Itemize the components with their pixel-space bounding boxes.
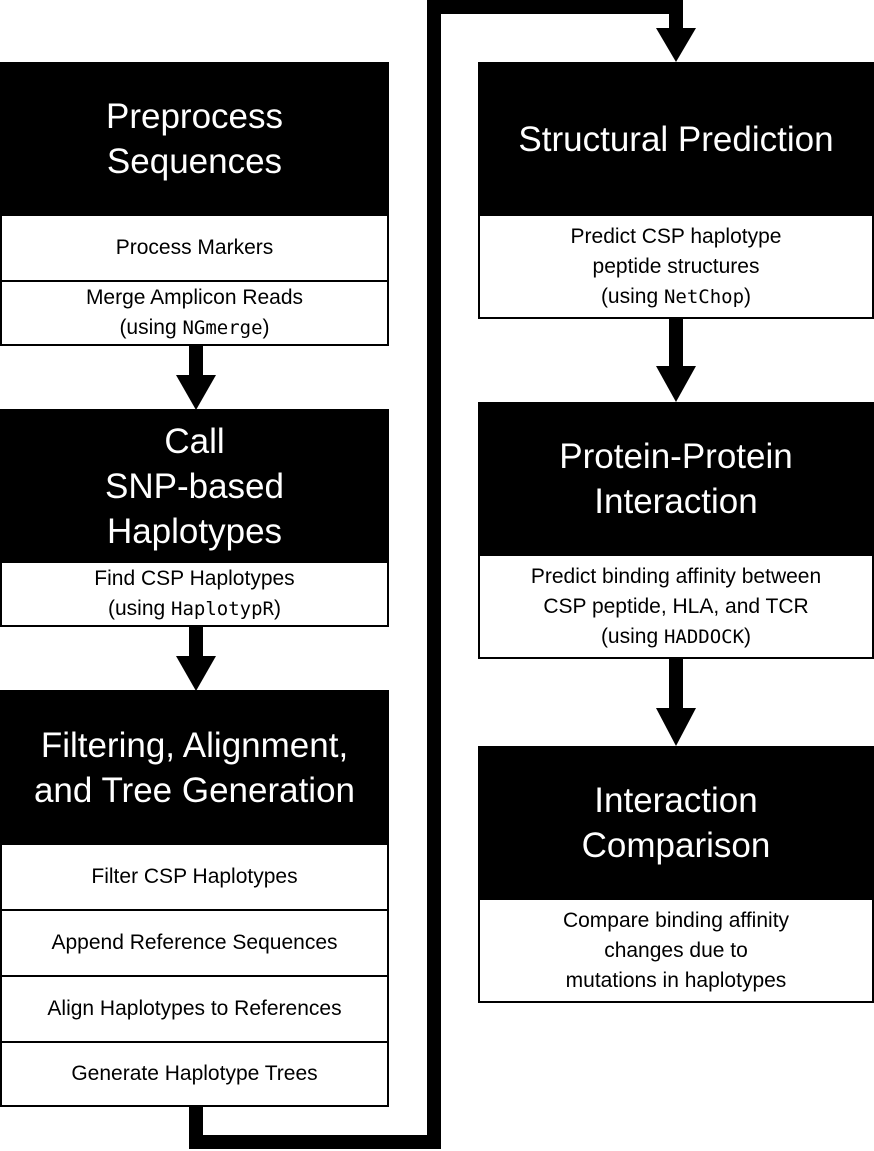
step-text: Process Markers	[115, 236, 274, 259]
structural-title: Structural Prediction	[480, 64, 872, 214]
preprocess-block: Preprocess Sequences Process Markers Mer…	[0, 62, 389, 346]
title-line: Structural Prediction	[518, 119, 834, 159]
tool-line: (using NGmerge)	[119, 316, 270, 339]
title-line: SNP-based	[105, 466, 284, 506]
title-line: Interaction	[594, 781, 758, 820]
tool-name: HADDOCK	[663, 625, 745, 648]
step-text: Filter CSP Haplotypes	[91, 865, 298, 888]
title-line: Preprocess	[105, 97, 284, 136]
title-line: and Tree Generation	[33, 770, 356, 810]
arrow-head-to-structural	[656, 28, 696, 62]
title-line: Interaction	[594, 482, 758, 521]
ppi-block: Protein-Protein Interaction Predict bind…	[478, 402, 874, 659]
step-text: mutations in haplotypes	[565, 968, 787, 992]
arrow-head-to-filtering	[176, 656, 216, 691]
step-align-haplotypes: Align Haplotypes to References	[2, 975, 387, 1041]
step-predict-binding-affinity: Predict binding affinity between CSP pep…	[480, 554, 872, 657]
tool-line: (using NetChop)	[600, 284, 752, 308]
step-process-markers: Process Markers	[2, 214, 387, 280]
arrow-shaft	[189, 626, 203, 658]
arrow-shaft	[669, 318, 683, 368]
step-text: changes due to	[604, 938, 748, 962]
preprocess-title: Preprocess Sequences	[2, 64, 387, 214]
connector-line	[189, 0, 683, 1149]
step-text: Find CSP Haplotypes	[94, 567, 295, 590]
arrow-shaft	[669, 658, 683, 710]
comparison-block: Interaction Comparison Compare binding a…	[478, 746, 874, 1003]
tool-line: (using HaplotypR)	[108, 597, 281, 620]
ppi-title: Protein-Protein Interaction	[480, 404, 872, 554]
step-filter-csp-haplotypes: Filter CSP Haplotypes	[2, 843, 387, 909]
filtering-block: Filtering, Alignment, and Tree Generatio…	[0, 690, 389, 1107]
step-text: Predict CSP haplotype	[570, 224, 782, 248]
step-text: Predict binding affinity between	[530, 564, 822, 588]
step-find-csp-haplotypes: Find CSP Haplotypes (using HaplotypR)	[2, 561, 387, 625]
step-merge-amplicon-reads: Merge Amplicon Reads (using NGmerge)	[2, 280, 387, 344]
title-line: Call	[164, 421, 225, 461]
comparison-title: Interaction Comparison	[480, 748, 872, 898]
step-text: Generate Haplotype Trees	[71, 1062, 318, 1085]
tool-line: (using HADDOCK)	[600, 624, 752, 648]
step-text: Align Haplotypes to References	[47, 997, 342, 1020]
title-line: Filtering, Alignment,	[40, 725, 349, 765]
step-predict-structures: Predict CSP haplotype peptide structures…	[480, 214, 872, 317]
step-compare-binding-affinity: Compare binding affinity changes due to …	[480, 898, 872, 1001]
call-haplotypes-title: Call SNP-based Haplotypes	[2, 411, 387, 561]
tool-name: NGmerge	[182, 317, 263, 339]
step-text: Merge Amplicon Reads	[85, 286, 304, 309]
filtering-title: Filtering, Alignment, and Tree Generatio…	[2, 692, 387, 843]
tool-name: HaplotypR	[171, 598, 274, 620]
step-text: peptide structures	[592, 254, 760, 278]
step-generate-haplotype-trees: Generate Haplotype Trees	[2, 1041, 387, 1105]
arrow-shaft	[189, 345, 203, 377]
title-line: Haplotypes	[106, 511, 283, 551]
step-text: Append Reference Sequences	[51, 931, 338, 954]
step-append-reference-sequences: Append Reference Sequences	[2, 909, 387, 975]
arrow-head-to-comparison	[656, 708, 696, 746]
structural-block: Structural Prediction Predict CSP haplot…	[478, 62, 874, 319]
arrow-head-to-ppi	[656, 366, 696, 402]
step-text: CSP peptide, HLA, and TCR	[543, 594, 809, 618]
tool-name: NetChop	[663, 285, 745, 308]
step-text: Compare binding affinity	[562, 908, 790, 932]
title-line: Protein-Protein	[559, 437, 793, 476]
arrow-head-to-call	[176, 375, 216, 410]
title-line: Sequences	[106, 142, 283, 181]
call-haplotypes-block: Call SNP-based Haplotypes Find CSP Haplo…	[0, 409, 389, 627]
title-line: Comparison	[581, 826, 771, 865]
